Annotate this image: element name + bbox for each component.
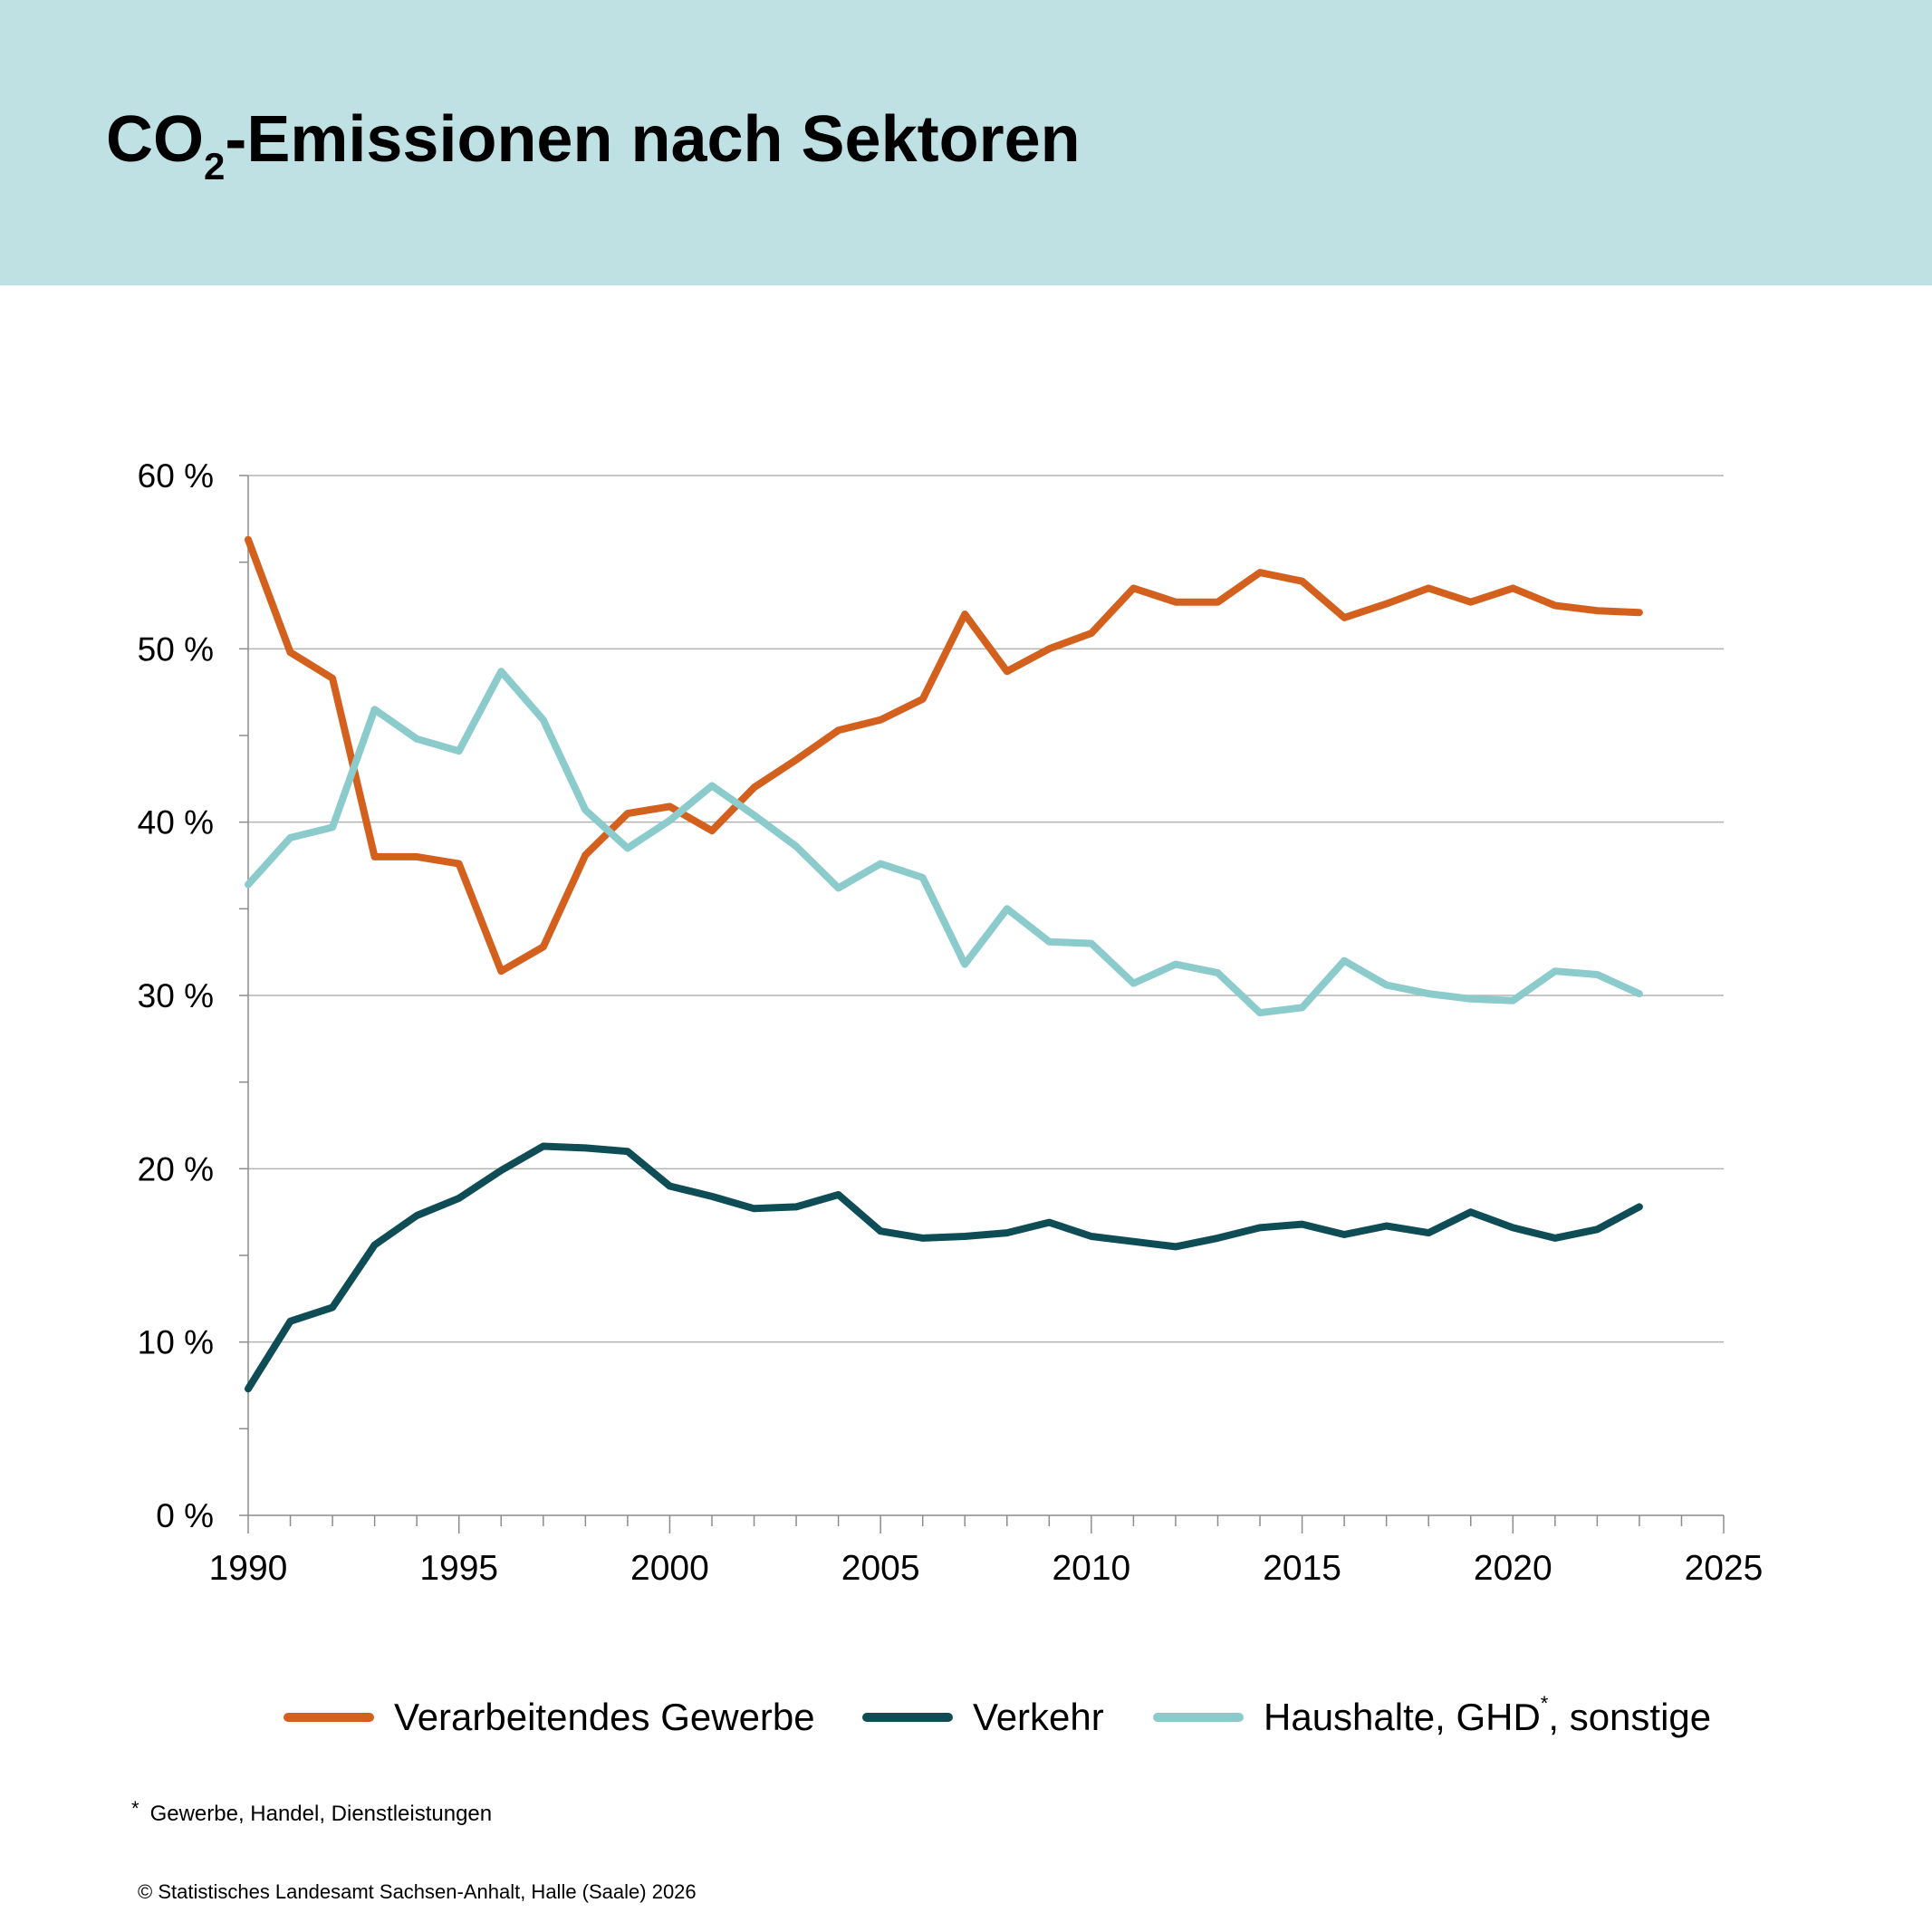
y-tick-label: 0 % — [156, 1497, 214, 1534]
x-tick-label: 1995 — [419, 1549, 498, 1588]
x-tick-label: 2000 — [630, 1549, 709, 1588]
x-tick-label: 2005 — [841, 1549, 920, 1588]
x-tick-label: 2010 — [1052, 1549, 1130, 1588]
gridlines — [248, 475, 1724, 1343]
source-credit: © Statistisches Landesamt Sachsen-Anhalt… — [138, 1880, 697, 1903]
tick-labels: 0 % 10 % 20 % 30 % 40 % 50 % 60 % 1990 1995 2000 2… — [138, 457, 1764, 1588]
title-rest: -Emissionen nach Sektoren — [225, 103, 1081, 176]
legend-label-haushalte-name: Haushalte, GHD — [1264, 1696, 1541, 1738]
title-main: CO — [106, 103, 204, 176]
y-tick-label: 40 % — [138, 804, 214, 841]
x-tick-label: 2015 — [1263, 1549, 1341, 1588]
page-title: CO2-Emissionen nach Sektoren — [106, 107, 1081, 186]
legend-label-verkehr: Verkehr — [973, 1696, 1104, 1738]
footnote-mark: * — [131, 1797, 139, 1820]
x-tick-label: 2020 — [1474, 1549, 1552, 1588]
series-lines — [245, 535, 1643, 1393]
y-tick-label: 60 % — [138, 457, 214, 495]
series-line-1 — [245, 1142, 1643, 1393]
x-tick-label: 2025 — [1685, 1549, 1764, 1588]
legend-item-verkehr: Verkehr — [862, 1690, 1104, 1745]
y-tick-label: 20 % — [138, 1150, 214, 1187]
y-tick-label: 10 % — [138, 1324, 214, 1361]
y-tick-label: 30 % — [138, 977, 214, 1014]
legend-swatch-verarbeitendes-gewerbe — [284, 1713, 374, 1722]
legend-label-verarbeitendes-gewerbe: Verarbeitendes Gewerbe — [394, 1696, 815, 1738]
series-line-0 — [245, 535, 1643, 976]
legend-item-haushalte: Haushalte, GHD*, sonstige — [1153, 1690, 1711, 1745]
legend-swatch-verkehr — [862, 1713, 953, 1722]
legend-swatch-haushalte — [1153, 1713, 1244, 1722]
legend-label-haushalte: Haushalte, GHD*, sonstige — [1264, 1694, 1712, 1739]
legend-label-haushalte-mark: * — [1540, 1692, 1549, 1715]
legend-item-verarbeitendes-gewerbe: Verarbeitendes Gewerbe — [284, 1690, 815, 1745]
y-tick-label: 50 % — [138, 630, 214, 668]
header-banner: CO2-Emissionen nach Sektoren — [0, 0, 1932, 285]
title-subscript: 2 — [204, 145, 226, 187]
axes — [239, 475, 1725, 1533]
footnote-text: Gewerbe, Handel, Dienstleistungen — [149, 1802, 493, 1826]
x-tick-label: 1990 — [209, 1549, 288, 1588]
line-chart: 0 % 10 % 20 % 30 % 40 % 50 % 60 % 1990 1995 2000 2… — [138, 457, 1764, 1588]
legend-label-haushalte-suffix: , sonstige — [1548, 1696, 1712, 1738]
footnote: * Gewerbe, Handel, Dienstleistungen — [131, 1797, 492, 1827]
legend: Verarbeitendes Gewerbe Verkehr Haushalte… — [0, 1690, 1932, 1745]
series-line-2 — [245, 668, 1643, 1017]
